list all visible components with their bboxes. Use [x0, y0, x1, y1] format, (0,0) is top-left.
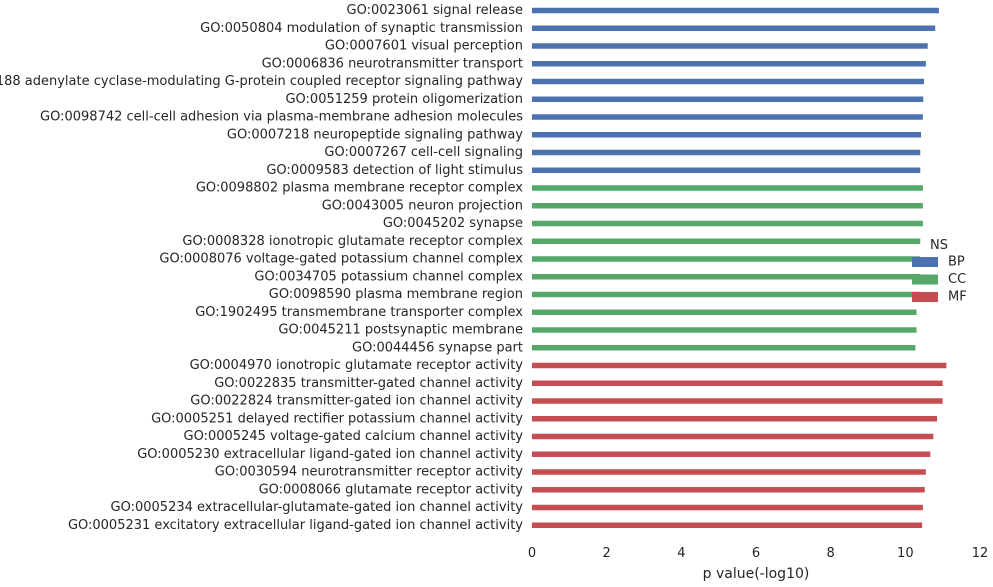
x-tick-label: 10	[897, 546, 914, 561]
x-tick-label: 2	[603, 546, 611, 561]
legend-entries: BP CC MF	[912, 255, 967, 305]
x-tick-label: 4	[677, 546, 685, 561]
bar-bp	[532, 132, 922, 138]
category-label: GO:0098802 plasma membrane receptor comp…	[196, 181, 523, 196]
x-tick-label: 0	[528, 546, 536, 561]
category-label: GO:0034705 potassium channel complex	[254, 269, 523, 284]
bar-bp	[532, 149, 921, 156]
legend-swatch-cc	[912, 274, 938, 285]
category-label: GO:0030594 neurotransmitter receptor act…	[215, 465, 524, 480]
bar-cc	[532, 274, 921, 280]
x-tick-label: 8	[827, 546, 835, 561]
bar-mf	[532, 522, 923, 528]
category-label: GO:0007218 neuropeptide signaling pathwa…	[227, 127, 523, 142]
bar-mf	[532, 416, 938, 422]
category-label: GO:0008066 glutamate receptor activity	[259, 482, 524, 497]
legend-label-bp: BP	[948, 255, 965, 270]
category-label: GO:0008328 ionotropic glutamate receptor…	[182, 234, 523, 249]
category-label: GO:0006836 neurotransmitter transport	[262, 56, 523, 71]
bar-mf	[532, 433, 934, 440]
category-label: GO:0045202 synapse	[383, 216, 523, 231]
bar-bp	[532, 167, 921, 173]
bar-cc	[532, 327, 917, 333]
category-label: GO:0098742 cell-cell adhesion via plasma…	[40, 110, 523, 125]
category-label: GO:0045211 postsynaptic membrane	[278, 323, 523, 338]
bar-cc	[532, 309, 917, 315]
bar-bp	[532, 96, 924, 102]
bar-cc	[532, 220, 923, 227]
bar-bp	[532, 78, 924, 85]
bar-mf	[532, 469, 926, 475]
x-axis-label: p value(-log10)	[703, 566, 810, 582]
bar-bp	[532, 114, 923, 120]
x-tick-label: 12	[972, 546, 989, 561]
bar-cc	[532, 238, 921, 244]
legend-swatch-mf	[912, 292, 938, 302]
bar-cc	[532, 345, 916, 351]
legend-label-mf: MF	[948, 290, 967, 305]
category-label: GO:0007188 adenylate cyclase-modulating …	[0, 74, 523, 89]
bar-bp	[532, 61, 926, 67]
bar-mf	[532, 362, 947, 369]
category-label: GO:0005231 excitatory extracellular liga…	[68, 518, 523, 533]
category-label: GO:0022824 transmitter-gated ion channel…	[190, 394, 523, 409]
category-label: GO:0051259 protein oligomerization	[285, 92, 523, 107]
bar-mf	[532, 380, 943, 386]
category-label: GO:0044456 synapse part	[352, 340, 523, 355]
category-label: GO:0023061 signal release	[347, 3, 523, 18]
bar-mf	[532, 451, 931, 457]
bars-group	[532, 7, 947, 528]
category-label: GO:0005230 extracellular ligand-gated io…	[137, 447, 523, 462]
category-label: GO:0022835 transmitter-gated channel act…	[214, 376, 523, 391]
bar-bp	[532, 25, 936, 31]
bar-cc	[532, 256, 921, 262]
category-label: GO:0098590 plasma membrane region	[269, 287, 523, 302]
bar-cc	[532, 185, 923, 191]
bar-cc	[532, 203, 923, 209]
legend-label-cc: CC	[948, 272, 966, 287]
category-label: GO:0043005 neuron projection	[322, 198, 523, 213]
x-axis-ticks-group: 0 2 4 6 8 10 12	[528, 546, 988, 561]
category-label: GO:0007601 visual perception	[325, 39, 523, 54]
category-label: GO:0007267 cell-cell signaling	[324, 145, 523, 160]
bar-cc	[532, 291, 921, 298]
category-label: GO:0005234 extracellular-glutamate-gated…	[111, 500, 524, 515]
legend: NS BP CC MF	[912, 238, 967, 305]
category-label: GO:0009583 detection of light stimulus	[266, 163, 523, 178]
x-tick-label: 6	[752, 546, 760, 561]
legend-swatch-bp	[912, 257, 938, 267]
category-labels-group: GO:0023061 signal release GO:0050804 modu…	[0, 3, 523, 533]
category-label: GO:0004970 ionotropic glutamate receptor…	[190, 358, 524, 373]
bar-bp	[532, 43, 928, 49]
bar-bp	[532, 7, 939, 14]
category-label: GO:0005251 delayed rectifier potassium c…	[151, 411, 523, 426]
bar-mf	[532, 398, 943, 404]
category-label: GO:0005245 voltage-gated calcium channel…	[184, 429, 524, 444]
legend-title: NS	[930, 238, 948, 253]
category-label: GO:0008076 voltage-gated potassium chann…	[159, 252, 523, 267]
category-label: GO:1902495 transmembrane transporter com…	[195, 305, 523, 320]
category-label: GO:0050804 modulation of synaptic transm…	[200, 21, 523, 36]
bar-mf	[532, 504, 923, 511]
bar-mf	[532, 487, 925, 493]
